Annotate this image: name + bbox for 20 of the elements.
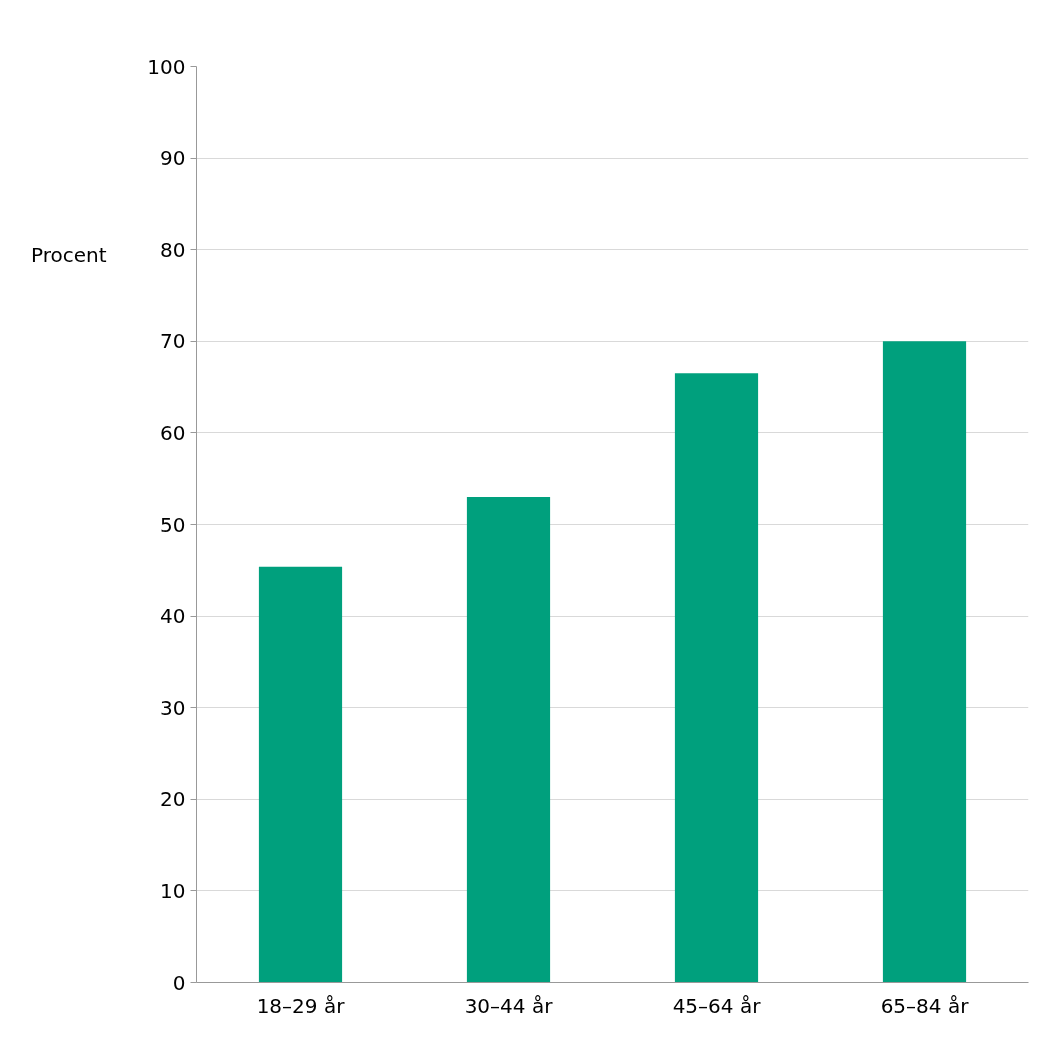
x-tick-label: 30–44 år [464, 993, 554, 1018]
y-tick-label: 90 [160, 146, 186, 171]
y-tick-label: 20 [160, 787, 186, 812]
y-tick-label: 80 [160, 237, 186, 262]
bar [674, 373, 759, 983]
bar [466, 497, 551, 983]
y-tick-label: 40 [160, 604, 186, 629]
bar [258, 566, 343, 983]
y-tick-label: 100 [147, 54, 186, 79]
y-tick-label: 70 [160, 329, 186, 354]
x-tick-label: 45–64 år [672, 993, 762, 1018]
x-tick-label: 18–29 år [256, 993, 346, 1018]
y-tick-label: 0 [172, 970, 186, 995]
y-tick-label: 30 [160, 695, 186, 720]
y-tick-label: 60 [160, 420, 186, 445]
bar [882, 341, 967, 983]
y-tick-label: 10 [160, 878, 186, 903]
y-axis-title: Procent [31, 242, 107, 269]
y-tick-label: 50 [160, 512, 186, 537]
x-tick-label: 65–84 år [880, 993, 970, 1018]
